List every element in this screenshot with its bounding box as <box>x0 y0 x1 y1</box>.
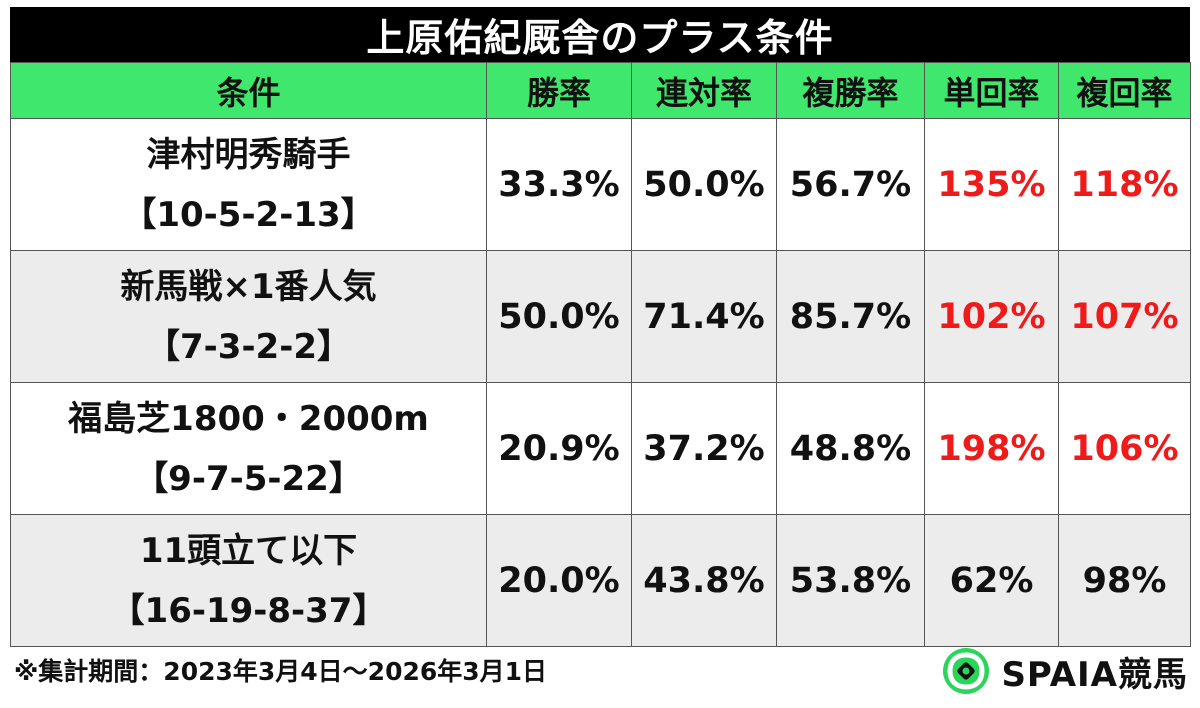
show-return-cell: 107% <box>1058 250 1191 383</box>
show-rate-cell: 85.7% <box>776 250 925 383</box>
condition-record: 【9-7-5-22】 <box>134 458 363 499</box>
table-title: 上原佑紀厩舎のプラス条件 <box>10 7 1190 62</box>
show-rate-cell: 48.8% <box>776 382 925 515</box>
win-rate-cell: 50.0% <box>486 250 632 383</box>
win-rate-cell: 33.3% <box>486 118 632 251</box>
condition-name: 11頭立て以下 <box>139 530 358 571</box>
win-rate-cell: 20.0% <box>486 514 632 647</box>
condition-name: 津村明秀騎手 <box>146 134 351 175</box>
condition-record: 【16-19-8-37】 <box>110 590 387 631</box>
condition-name: 福島芝1800・2000m <box>68 398 429 439</box>
condition-record: 【10-5-2-13】 <box>122 194 375 235</box>
table-row: 福島芝1800・2000m 【9-7-5-22】 20.9% 37.2% 48.… <box>10 382 1191 515</box>
table-row: 新馬戦×1番人気 【7-3-2-2】 50.0% 71.4% 85.7% 102… <box>10 250 1191 383</box>
spaia-logo-icon <box>943 648 990 694</box>
condition-record: 【7-3-2-2】 <box>146 326 351 367</box>
win-return-cell: 135% <box>924 118 1059 251</box>
header-win-rate: 勝率 <box>486 62 632 119</box>
header-quinella-rate: 連対率 <box>631 62 777 119</box>
header-win-return: 単回率 <box>924 62 1059 119</box>
condition-name: 新馬戦×1番人気 <box>120 266 377 307</box>
show-return-cell: 98% <box>1058 514 1191 647</box>
condition-cell: 津村明秀騎手 【10-5-2-13】 <box>10 118 487 251</box>
show-return-cell: 118% <box>1058 118 1191 251</box>
table-row: 11頭立て以下 【16-19-8-37】 20.0% 43.8% 53.8% 6… <box>10 514 1191 647</box>
quinella-rate-cell: 50.0% <box>631 118 777 251</box>
win-return-cell: 198% <box>924 382 1059 515</box>
quinella-rate-cell: 43.8% <box>631 514 777 647</box>
brand-logo: SPAIA競馬 <box>941 646 1188 696</box>
win-rate-cell: 20.9% <box>486 382 632 515</box>
show-rate-cell: 56.7% <box>776 118 925 251</box>
show-return-cell: 106% <box>1058 382 1191 515</box>
header-show-rate: 複勝率 <box>776 62 925 119</box>
header-show-return: 複回率 <box>1058 62 1191 119</box>
win-return-cell: 102% <box>924 250 1059 383</box>
quinella-rate-cell: 71.4% <box>631 250 777 383</box>
win-return-cell: 62% <box>924 514 1059 647</box>
brand-name: SPAIA競馬 <box>1001 654 1188 695</box>
period-footnote: ※集計期間：2023年3月4日～2026年3月1日 <box>14 657 548 686</box>
stats-table: 条件 勝率 連対率 複勝率 単回率 複回率 津村明秀騎手 【10-5-2-13】… <box>10 62 1191 647</box>
table-row: 津村明秀騎手 【10-5-2-13】 33.3% 50.0% 56.7% 135… <box>10 118 1191 251</box>
header-condition: 条件 <box>10 62 487 119</box>
condition-cell: 新馬戦×1番人気 【7-3-2-2】 <box>10 250 487 383</box>
condition-cell: 福島芝1800・2000m 【9-7-5-22】 <box>10 382 487 515</box>
quinella-rate-cell: 37.2% <box>631 382 777 515</box>
condition-cell: 11頭立て以下 【16-19-8-37】 <box>10 514 487 647</box>
header-row: 条件 勝率 連対率 複勝率 単回率 複回率 <box>10 62 1191 119</box>
show-rate-cell: 53.8% <box>776 514 925 647</box>
